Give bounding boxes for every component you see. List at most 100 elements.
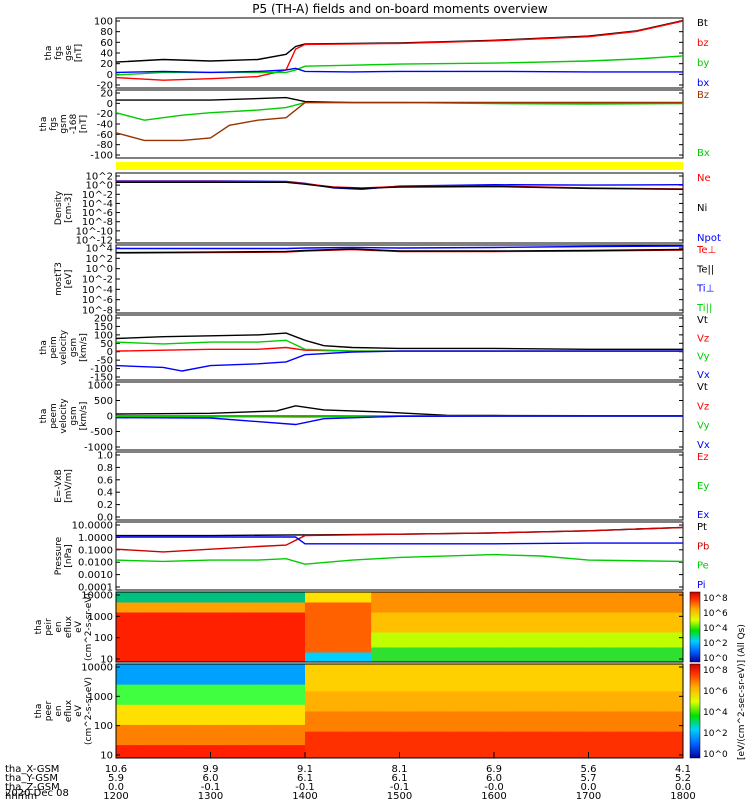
heatmap-cell <box>475 690 486 699</box>
y-axis-label: velocity <box>59 329 69 365</box>
heatmap-cell <box>116 677 126 685</box>
heatmap-cell <box>323 612 334 618</box>
heatmap-cell <box>645 622 656 628</box>
y-axis-label: [nT] <box>74 44 84 62</box>
heatmap-cell <box>248 711 259 719</box>
heatmap-cell <box>645 617 656 623</box>
legend-Te⊥: Te⊥ <box>696 245 716 256</box>
series-line-Bz <box>115 101 683 142</box>
heatmap-cell <box>531 602 542 608</box>
heatmap-cell <box>191 592 202 598</box>
heatmap-cell <box>248 704 259 712</box>
heatmap-cell <box>569 607 580 613</box>
heatmap-cell <box>427 684 438 692</box>
heatmap-cell <box>361 724 372 732</box>
heatmap-cell <box>616 642 627 648</box>
heatmap-cell <box>295 664 306 672</box>
heatmap-cell <box>134 637 145 643</box>
heatmap-cell <box>588 652 599 658</box>
series-line-Pb <box>115 526 684 553</box>
heatmap-cell <box>238 647 249 653</box>
heatmap-cell <box>597 612 608 618</box>
heatmap-cell <box>182 592 193 598</box>
heatmap-cell <box>522 597 533 603</box>
heatmap-cell <box>153 704 164 712</box>
heatmap-cell <box>484 751 495 759</box>
heatmap-cell <box>550 622 561 628</box>
heatmap-cell <box>314 744 325 752</box>
heatmap-cell <box>172 612 183 618</box>
heatmap-cell <box>673 632 684 638</box>
heatmap-cell <box>219 697 230 705</box>
heatmap-cell <box>560 751 571 759</box>
heatmap-cell <box>295 642 306 648</box>
heatmap-cell <box>172 670 183 678</box>
y-tick-label: 1000 <box>88 381 113 392</box>
y-tick-label: -500 <box>90 427 113 438</box>
heatmap-cell <box>550 592 561 598</box>
heatmap-cell <box>342 751 353 759</box>
heatmap-cell <box>238 737 249 746</box>
heatmap-cell <box>408 597 419 603</box>
heatmap-cell <box>125 632 136 638</box>
heatmap-cell <box>380 592 391 598</box>
heatmap-cell <box>437 637 448 643</box>
heatmap-cell <box>541 642 552 648</box>
heatmap-cell <box>626 744 637 752</box>
heatmap-cell <box>125 647 136 653</box>
heatmap-cell <box>342 637 353 643</box>
heatmap-cell <box>333 642 344 648</box>
heatmap-cell <box>579 724 589 732</box>
heatmap-cell <box>437 647 448 653</box>
heatmap-cell <box>635 704 646 712</box>
heatmap-cell <box>276 622 287 628</box>
heatmap-cell <box>635 612 646 618</box>
heatmap-cell <box>664 697 675 705</box>
heatmap-cell <box>484 652 495 658</box>
heatmap-cell <box>399 592 410 598</box>
y-tick-label: 10^0 <box>86 181 113 192</box>
heatmap-cell <box>182 711 193 719</box>
heatmap-cell <box>371 697 382 705</box>
heatmap-cell <box>408 737 419 746</box>
heatmap-cell <box>522 612 533 618</box>
heatmap-cell <box>342 592 353 598</box>
heatmap-cell <box>219 642 230 648</box>
heatmap-cell <box>427 637 438 643</box>
heatmap-cell <box>201 677 211 685</box>
heatmap-cell <box>361 664 372 672</box>
heatmap-cell <box>560 627 571 633</box>
heatmap-cell <box>664 704 675 712</box>
heatmap-cell <box>579 607 589 613</box>
heatmap-cell <box>172 724 183 732</box>
heatmap-cell <box>229 717 240 725</box>
heatmap-cell <box>314 607 325 613</box>
heatmap-cell <box>116 744 126 752</box>
heatmap-cell <box>361 642 372 648</box>
heatmap-cell <box>144 657 155 663</box>
heatmap-cell <box>210 717 221 725</box>
heatmap-cell <box>654 592 665 598</box>
heatmap-cell <box>163 647 174 653</box>
heatmap-cell <box>531 704 542 712</box>
heatmap-cell <box>380 647 391 653</box>
heatmap-cell <box>125 670 136 678</box>
heatmap-cell <box>616 647 627 653</box>
heatmap-cell <box>286 647 297 653</box>
heatmap-cell <box>645 612 656 618</box>
heatmap-cell <box>295 744 306 752</box>
footer-value: 6.0 <box>486 773 502 784</box>
heatmap-cell <box>286 612 297 618</box>
heatmap-cell <box>597 652 608 658</box>
heatmap-cell <box>172 677 183 685</box>
heatmap-cell <box>673 724 684 732</box>
heatmap-cell <box>531 597 542 603</box>
heatmap-cell <box>361 737 372 746</box>
heatmap-cell <box>276 657 287 663</box>
heatmap-cell <box>248 632 259 638</box>
heatmap-cell <box>238 697 249 705</box>
heatmap-cell <box>645 704 656 712</box>
footer-value: 0.0 <box>581 782 597 793</box>
heatmap-cell <box>475 704 486 712</box>
